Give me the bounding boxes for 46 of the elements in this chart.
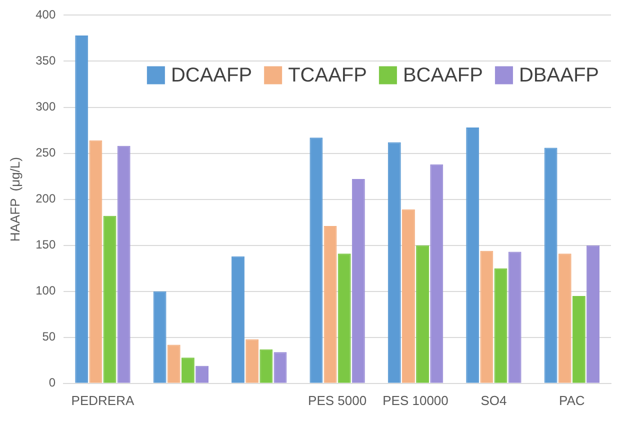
bar [89, 140, 102, 383]
bar [167, 344, 180, 383]
y-tick-label: 400 [36, 8, 56, 22]
y-tick-label: 100 [36, 284, 56, 298]
y-tick-label: 150 [36, 238, 56, 252]
bar [416, 245, 430, 383]
x-tick-label: SO4 [480, 392, 507, 408]
y-axis-title: HAAFP (μg/L) [7, 157, 22, 242]
bar [75, 35, 88, 383]
legend-label: DBAAFP [518, 64, 600, 87]
bar [260, 349, 273, 383]
bar [324, 226, 337, 383]
bar [466, 128, 480, 383]
bar [388, 142, 401, 383]
y-tick-label: 0 [48, 376, 56, 390]
y-tick-label: 200 [36, 192, 56, 206]
bar [246, 339, 259, 383]
bar [402, 209, 415, 383]
x-tick-label: PEDRERA [71, 392, 134, 408]
bar [103, 216, 116, 383]
legend-label: BCAAFP [402, 64, 483, 87]
y-tick-label: 50 [42, 330, 56, 344]
y-tick-label: 300 [36, 100, 56, 114]
bar [153, 291, 166, 383]
x-tick-label: PAC [559, 392, 585, 408]
bar [117, 146, 130, 383]
bar [181, 358, 194, 383]
x-tick-label: PES 10000 [382, 392, 448, 408]
bar [572, 296, 586, 383]
legend-label: TCAAFP [288, 64, 367, 87]
bar [430, 164, 444, 383]
y-tick-label: 250 [36, 146, 56, 160]
bar [310, 138, 323, 383]
bar [274, 352, 287, 383]
bar [558, 254, 572, 383]
bar [586, 245, 600, 383]
bar [338, 254, 351, 383]
legend-label: DCAAFP [170, 64, 252, 87]
bar [480, 250, 494, 383]
bar [494, 268, 508, 383]
x-tick-label: PES 5000 [308, 392, 367, 408]
bar [544, 148, 558, 383]
y-tick-label: 350 [36, 54, 56, 68]
bar [352, 179, 365, 383]
bar [232, 256, 244, 383]
bar [508, 252, 522, 383]
